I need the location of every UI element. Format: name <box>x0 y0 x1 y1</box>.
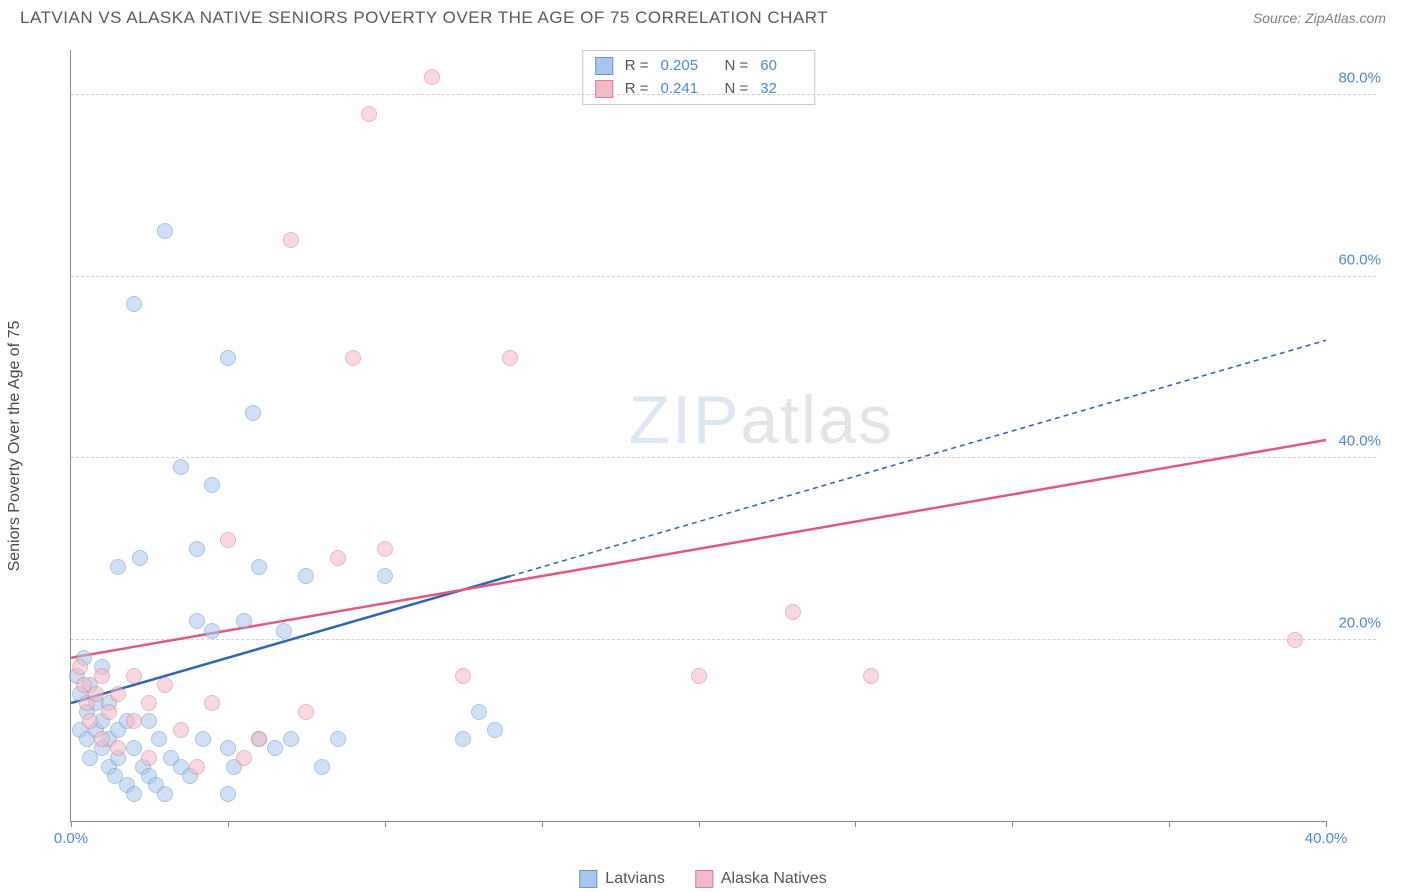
data-point <box>141 750 157 766</box>
data-point <box>455 731 471 747</box>
data-point <box>189 759 205 775</box>
data-point <box>126 713 142 729</box>
trendline-extension <box>510 340 1326 576</box>
x-tick <box>699 821 700 827</box>
data-point <box>424 69 440 85</box>
legend-swatch <box>579 870 597 888</box>
data-point <box>345 350 361 366</box>
trendlines-layer <box>71 50 1326 821</box>
data-point <box>220 532 236 548</box>
data-point <box>157 677 173 693</box>
data-point <box>298 568 314 584</box>
y-tick-label: 80.0% <box>1338 70 1381 87</box>
data-point <box>126 668 142 684</box>
chart-header: LATVIAN VS ALASKA NATIVE SENIORS POVERTY… <box>0 0 1406 32</box>
y-tick-label: 60.0% <box>1338 251 1381 268</box>
data-point <box>126 786 142 802</box>
data-point <box>157 223 173 239</box>
data-point <box>251 731 267 747</box>
data-point <box>863 668 879 684</box>
data-point <box>236 613 252 629</box>
legend-label: Alaska Natives <box>721 870 827 888</box>
data-point <box>132 550 148 566</box>
data-point <box>110 686 126 702</box>
chart-title: LATVIAN VS ALASKA NATIVE SENIORS POVERTY… <box>20 8 828 28</box>
y-tick-label: 20.0% <box>1338 614 1381 631</box>
series-legend: Latvians Alaska Natives <box>579 870 826 888</box>
data-point <box>361 106 377 122</box>
data-point <box>502 350 518 366</box>
x-tick-label: 40.0% <box>1305 830 1348 847</box>
data-point <box>141 713 157 729</box>
data-point <box>220 740 236 756</box>
data-point <box>245 405 261 421</box>
scatter-plot: ZIPatlas R =0.205N =60R =0.241N =32 20.0… <box>70 50 1326 822</box>
data-point <box>330 731 346 747</box>
source-attribution: Source: ZipAtlas.com <box>1253 10 1386 26</box>
data-point <box>189 613 205 629</box>
x-tick <box>1326 821 1327 827</box>
data-point <box>1287 632 1303 648</box>
data-point <box>157 786 173 802</box>
data-point <box>455 668 471 684</box>
data-point <box>267 740 283 756</box>
x-tick <box>1012 821 1013 827</box>
data-point <box>236 750 252 766</box>
data-point <box>785 604 801 620</box>
data-point <box>377 568 393 584</box>
data-point <box>283 731 299 747</box>
trendline <box>71 440 1326 658</box>
data-point <box>204 695 220 711</box>
y-axis-label: Seniors Poverty Over the Age of 75 <box>6 321 24 572</box>
legend-swatch <box>695 870 713 888</box>
x-tick-label: 0.0% <box>54 830 88 847</box>
data-point <box>220 786 236 802</box>
data-point <box>94 668 110 684</box>
data-point <box>276 623 292 639</box>
data-point <box>314 759 330 775</box>
data-point <box>88 686 104 702</box>
data-point <box>126 740 142 756</box>
data-point <box>173 722 189 738</box>
data-point <box>110 740 126 756</box>
data-point <box>220 350 236 366</box>
trendline <box>71 576 510 703</box>
data-point <box>377 541 393 557</box>
x-tick <box>855 821 856 827</box>
data-point <box>94 731 110 747</box>
data-point <box>298 704 314 720</box>
data-point <box>204 623 220 639</box>
x-tick <box>385 821 386 827</box>
legend-item: Alaska Natives <box>695 870 827 888</box>
x-tick <box>71 821 72 827</box>
data-point <box>195 731 211 747</box>
x-tick <box>542 821 543 827</box>
data-point <box>471 704 487 720</box>
legend-item: Latvians <box>579 870 665 888</box>
data-point <box>691 668 707 684</box>
legend-label: Latvians <box>605 870 665 888</box>
data-point <box>141 695 157 711</box>
data-point <box>151 731 167 747</box>
data-point <box>189 541 205 557</box>
y-tick-label: 40.0% <box>1338 433 1381 450</box>
data-point <box>101 704 117 720</box>
data-point <box>126 296 142 312</box>
data-point <box>72 659 88 675</box>
data-point <box>283 232 299 248</box>
data-point <box>251 559 267 575</box>
data-point <box>330 550 346 566</box>
x-tick <box>228 821 229 827</box>
data-point <box>204 477 220 493</box>
x-tick <box>1169 821 1170 827</box>
data-point <box>487 722 503 738</box>
data-point <box>110 559 126 575</box>
chart-container: Seniors Poverty Over the Age of 75 ZIPat… <box>20 40 1386 852</box>
data-point <box>82 713 98 729</box>
data-point <box>173 459 189 475</box>
